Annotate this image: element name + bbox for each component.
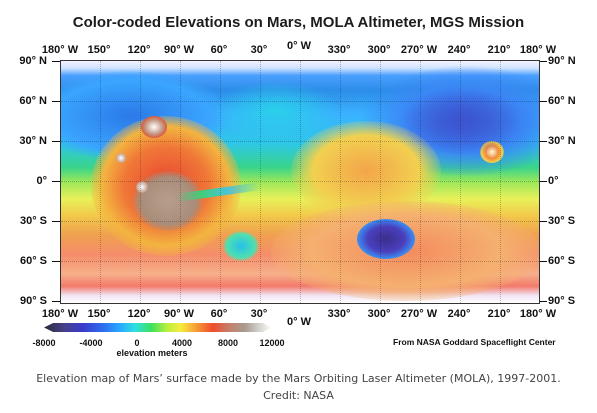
lon-label: 180° W [41,308,79,320]
axis-tick [539,181,547,182]
lon-label: 330° [327,44,351,56]
color-scale-tick-label: -8000 [32,338,56,348]
lat-label: 30° N [19,135,47,147]
longitude-gridline [500,61,501,303]
mars-elevation-map [60,60,540,304]
elevation-color-scale [44,323,272,332]
color-scale-tick-label: 4000 [171,338,193,348]
lat-label: 30° S [548,215,576,227]
axis-tick [52,301,60,302]
lon-label: 300° [367,308,391,320]
lon-label: 30° [250,308,268,320]
lat-label: 0° [548,175,559,187]
utopia-planitia [401,86,521,156]
longitude-gridline [260,61,261,303]
lon-label: 120° [127,308,151,320]
lon-label: 270° W [400,44,438,56]
olympus-mons [141,116,167,138]
lon-label: 60° [210,44,228,56]
color-scale-bar [44,323,272,332]
lat-label: 90° S [548,295,576,307]
lat-label: 90° N [548,55,576,67]
lon-label: 30° [250,44,268,56]
longitude-gridline [380,61,381,303]
lon-label: 300° [367,44,391,56]
axis-tick [52,141,60,142]
lon-label: 150° [87,44,111,56]
lon-label: 240° [447,44,471,56]
lon-label: 180° W [519,308,557,320]
source-credit: From NASA Goddard Spaceflight Center [393,337,556,347]
color-scale-tick-label: 0 [134,338,140,348]
lon-label: 180° W [41,44,79,56]
axis-tick [52,221,60,222]
lon-label: 330° [327,308,351,320]
longitude-gridline [140,61,141,303]
latitude-gridline [61,141,539,142]
axis-tick [52,181,60,182]
lat-label: 60° N [19,95,47,107]
volcano [116,153,126,163]
axis-tick [539,141,547,142]
volcano [136,181,148,193]
lon-label: 90° W [163,44,195,56]
lon-label: 0° W [287,316,311,328]
axis-tick [539,221,547,222]
tharsis-summit [133,171,203,231]
latitude-gridline [61,101,539,102]
equator-gridline [61,181,539,182]
color-scale-tick-label: -4000 [79,338,103,348]
longitude-gridline [180,61,181,303]
argyre-basin [223,231,259,261]
longitude-gridline [420,61,421,303]
lat-label: 30° S [19,215,47,227]
lat-label: 60° S [19,255,47,267]
prime-meridian-gridline [300,61,301,303]
longitude-gridline [340,61,341,303]
color-scale-tick-label: 8000 [217,338,239,348]
axis-tick [539,261,547,262]
lat-label: 90° S [19,295,47,307]
top-longitude-axis: 180° W 150° 120° 90° W 60° 30° 0° W 330°… [0,40,597,58]
color-scale-tick-label: 12000 [259,338,285,348]
axis-tick [539,61,547,62]
lat-label: 0° [36,175,47,187]
lon-label: 270° W [400,308,438,320]
latitude-gridline [61,261,539,262]
lon-label: 120° [127,44,151,56]
lon-label: 90° W [163,308,195,320]
axis-tick [539,101,547,102]
lat-label: 30° N [548,135,576,147]
lon-label: 0° W [287,40,311,52]
map-title: Color-coded Elevations on Mars, MOLA Alt… [72,14,525,31]
longitude-gridline [220,61,221,303]
figure-caption: Elevation map of Mars’ surface made by t… [36,372,561,402]
lon-label: 180° W [519,44,557,56]
longitude-gridline [100,61,101,303]
lon-label: 150° [87,308,111,320]
latitude-gridline [61,221,539,222]
lat-label: 60° S [548,255,576,267]
axis-tick [52,101,60,102]
lat-label: 60° N [548,95,576,107]
hellas-basin [357,219,415,259]
lat-label: 90° N [19,55,47,67]
lon-label: 210° [487,308,511,320]
color-scale-unit: elevation meters [116,348,188,358]
longitude-gridline [460,61,461,303]
lon-label: 240° [447,308,471,320]
bottom-longitude-axis: 180° W 150° 120° 90° W 60° 30° 0° W 330°… [0,308,597,328]
lon-label: 60° [210,308,228,320]
axis-tick [52,261,60,262]
axis-tick [539,301,547,302]
lon-label: 210° [487,44,511,56]
axis-tick [52,61,60,62]
